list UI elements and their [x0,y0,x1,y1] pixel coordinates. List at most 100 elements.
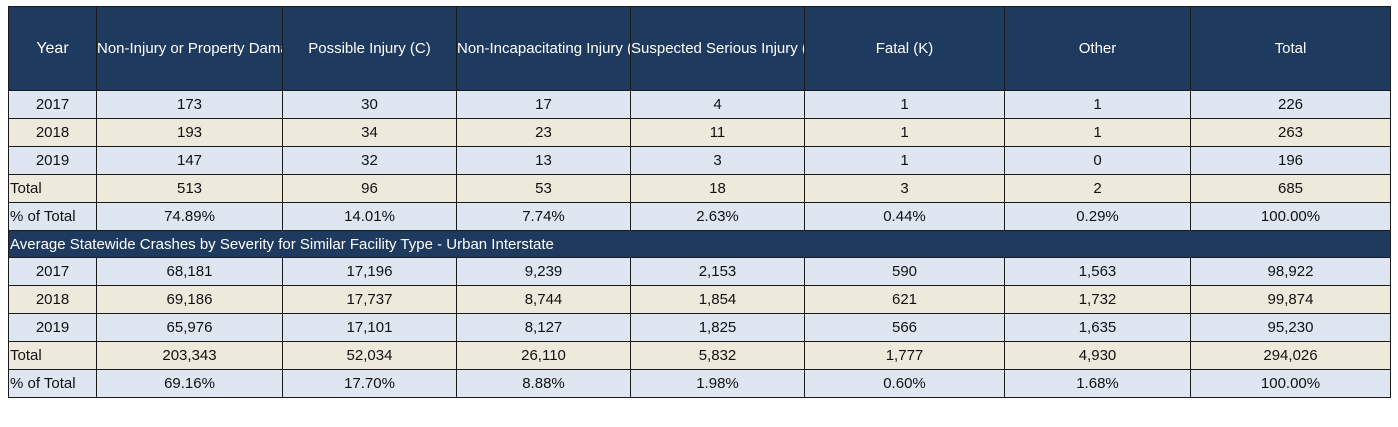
cell: 5,832 [630,341,805,370]
cell: 1,635 [1004,313,1191,342]
cell: 193 [96,118,283,147]
table-row-percent: % of Total 69.16% 17.70% 8.88% 1.98% 0.6… [8,369,1391,398]
cell: 95,230 [1190,313,1391,342]
cell: 99,874 [1190,285,1391,314]
cell-label: % of Total [8,202,97,231]
cell: 14.01% [282,202,457,231]
cell: 0 [1004,146,1191,175]
header-non-injury: Non-Injury or Property Damage Only [96,6,283,91]
cell-year: 2019 [8,313,97,342]
table-row: 2019 147 32 13 3 1 0 196 [8,146,1391,175]
cell: 8.88% [456,369,631,398]
header-year: Year [8,6,97,91]
header-possible-injury: Possible Injury (C) [282,6,457,91]
cell: 147 [96,146,283,175]
cell: 17.70% [282,369,457,398]
table-row-total: Total 513 96 53 18 3 2 685 [8,174,1391,203]
cell: 98,922 [1190,257,1391,286]
cell: 17 [456,90,631,119]
cell: 196 [1190,146,1391,175]
cell: 263 [1190,118,1391,147]
cell: 1 [804,90,1005,119]
table-row-percent: % of Total 74.89% 14.01% 7.74% 2.63% 0.4… [8,202,1391,231]
cell: 11 [630,118,805,147]
cell: 0.29% [1004,202,1191,231]
cell: 52,034 [282,341,457,370]
table-row: 2017 173 30 17 4 1 1 226 [8,90,1391,119]
header-fatal: Fatal (K) [804,6,1005,91]
cell: 1,825 [630,313,805,342]
cell-year: 2018 [8,118,97,147]
table-row: 2019 65,976 17,101 8,127 1,825 566 1,635… [8,313,1391,342]
header-total: Total [1190,6,1391,91]
cell: 4,930 [1004,341,1191,370]
cell: 0.44% [804,202,1005,231]
cell: 26,110 [456,341,631,370]
cell: 173 [96,90,283,119]
cell: 294,026 [1190,341,1391,370]
cell: 1,563 [1004,257,1191,286]
cell: 2.63% [630,202,805,231]
header-other: Other [1004,6,1191,91]
cell: 18 [630,174,805,203]
cell: 513 [96,174,283,203]
cell-year: 2017 [8,257,97,286]
cell: 0.60% [804,369,1005,398]
cell: 1 [1004,90,1191,119]
cell: 69,186 [96,285,283,314]
cell: 621 [804,285,1005,314]
cell: 685 [1190,174,1391,203]
cell: 53 [456,174,631,203]
cell: 4 [630,90,805,119]
cell: 1 [804,118,1005,147]
header-suspected-serious: Suspected Serious Injury (A) [630,6,805,91]
section-header-row: Average Statewide Crashes by Severity fo… [8,230,1391,258]
cell: 68,181 [96,257,283,286]
table-row: 2017 68,181 17,196 9,239 2,153 590 1,563… [8,257,1391,286]
table-row-total: Total 203,343 52,034 26,110 5,832 1,777 … [8,341,1391,370]
table-row: 2018 193 34 23 11 1 1 263 [8,118,1391,147]
cell: 69.16% [96,369,283,398]
cell: 2 [1004,174,1191,203]
cell: 1,854 [630,285,805,314]
cell: 8,744 [456,285,631,314]
cell: 226 [1190,90,1391,119]
cell: 17,196 [282,257,457,286]
cell: 100.00% [1190,369,1391,398]
cell: 96 [282,174,457,203]
cell: 34 [282,118,457,147]
cell: 203,343 [96,341,283,370]
section-title: Average Statewide Crashes by Severity fo… [8,230,1391,258]
cell: 13 [456,146,631,175]
cell: 32 [282,146,457,175]
cell: 9,239 [456,257,631,286]
cell: 17,101 [282,313,457,342]
cell: 7.74% [456,202,631,231]
cell: 3 [630,146,805,175]
cell: 2,153 [630,257,805,286]
header-row: Year Non-Injury or Property Damage Only … [8,6,1391,91]
cell: 8,127 [456,313,631,342]
cell-year: 2017 [8,90,97,119]
cell: 74.89% [96,202,283,231]
cell: 3 [804,174,1005,203]
cell: 1,777 [804,341,1005,370]
cell: 566 [804,313,1005,342]
crash-severity-table: Year Non-Injury or Property Damage Only … [8,6,1391,398]
cell: 1 [804,146,1005,175]
cell: 1,732 [1004,285,1191,314]
cell: 17,737 [282,285,457,314]
cell: 23 [456,118,631,147]
table-row: 2018 69,186 17,737 8,744 1,854 621 1,732… [8,285,1391,314]
cell-label: Total [8,174,97,203]
header-non-incapacitating: Non-Incapacitating Injury (B) [456,6,631,91]
cell-label: Total [8,341,97,370]
cell: 1.98% [630,369,805,398]
cell: 590 [804,257,1005,286]
cell: 1 [1004,118,1191,147]
cell-year: 2018 [8,285,97,314]
cell-year: 2019 [8,146,97,175]
cell: 65,976 [96,313,283,342]
cell: 100.00% [1190,202,1391,231]
cell: 30 [282,90,457,119]
